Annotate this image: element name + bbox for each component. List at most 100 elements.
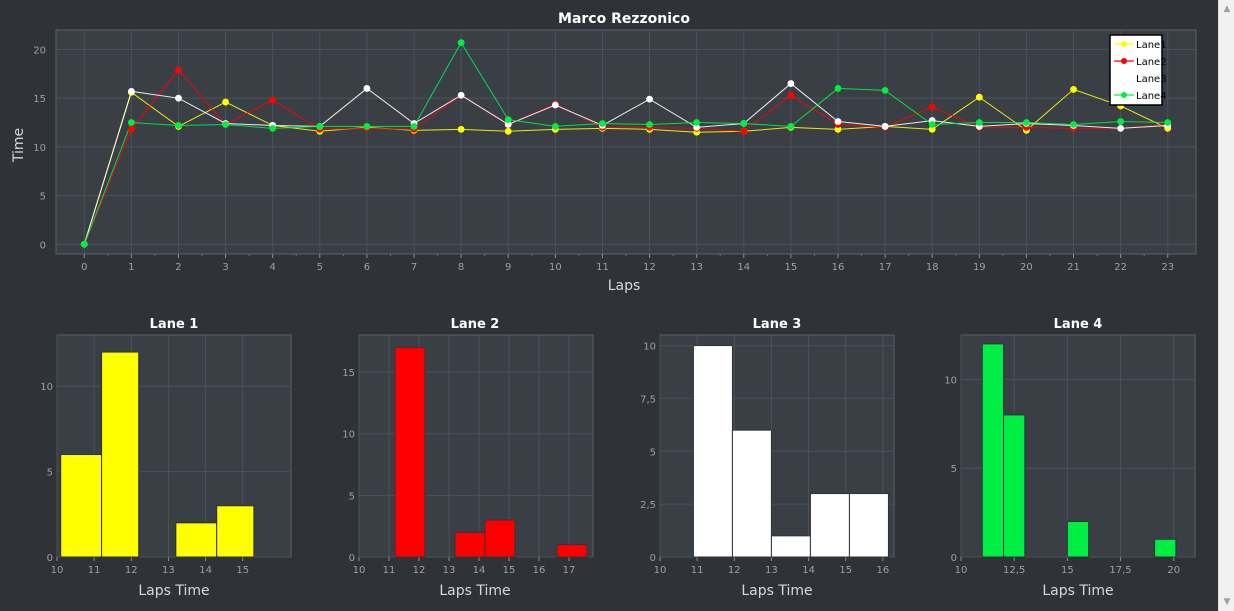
legend-swatch-marker xyxy=(1121,41,1127,47)
lane1-x-tick-label: 15 xyxy=(236,565,249,576)
data-point-lane4 xyxy=(316,123,324,130)
data-point-lane4 xyxy=(80,240,88,248)
lane3-y-tick-label: 10 xyxy=(643,342,656,353)
data-point-lane4 xyxy=(928,121,936,128)
data-point-lane4 xyxy=(1023,119,1030,126)
data-point-lane4 xyxy=(410,123,418,130)
data-point-lane4 xyxy=(175,122,182,129)
lane1-histogram-bar xyxy=(60,454,103,558)
main-y-tick-label: 0 xyxy=(40,240,46,251)
lane3-x-tick-label: 15 xyxy=(839,565,852,576)
lane3-x-tick-label: 11 xyxy=(691,565,704,576)
data-point-lane4 xyxy=(457,39,465,47)
lane4-y-tick-label: 5 xyxy=(951,464,957,475)
lane3-x-tick-label: 14 xyxy=(802,565,815,576)
data-point-lane4 xyxy=(740,120,748,127)
lane4-x-tick-label: 12,5 xyxy=(1003,565,1025,576)
series-line-lane1 xyxy=(83,88,1168,245)
data-point-lane2 xyxy=(928,103,936,111)
lane2-x-tick-label: 10 xyxy=(353,565,366,576)
lane3-x-tick-label: 16 xyxy=(876,565,889,576)
main-x-tick-label: 22 xyxy=(1114,262,1127,273)
lane4-chart-title: Lane 4 xyxy=(1054,317,1103,332)
legend-entry-label: Lane1 xyxy=(1136,40,1167,51)
data-point-lane3 xyxy=(363,85,371,92)
data-point-lane4 xyxy=(834,85,842,92)
data-point-lane3 xyxy=(127,87,135,95)
lane1-x-tick-label: 13 xyxy=(162,565,175,576)
main-chart-title: Marco Rezzonico xyxy=(558,11,690,27)
data-point-lane3 xyxy=(834,118,842,125)
lane2-histogram-bar xyxy=(484,519,516,558)
lane2-x-axis-label: Laps Time xyxy=(439,583,510,599)
lane3-histogram-bar xyxy=(770,535,811,558)
main-x-tick-label: 1 xyxy=(128,262,134,273)
lane3-y-tick-label: 7,5 xyxy=(640,394,656,405)
lane1-x-axis-label: Laps Time xyxy=(138,583,209,599)
lane3-y-tick-label: 5 xyxy=(650,447,656,458)
main-x-tick-label: 14 xyxy=(737,262,750,273)
main-x-tick-label: 7 xyxy=(411,262,417,273)
main-y-tick-label: 20 xyxy=(33,45,46,56)
main-x-tick-label: 11 xyxy=(596,262,609,273)
data-point-lane3 xyxy=(175,94,182,102)
lane2-chart-title: Lane 2 xyxy=(451,317,500,332)
data-point-lane1 xyxy=(928,125,936,133)
lane3-y-tick-label: 2,5 xyxy=(640,500,656,511)
data-point-lane2 xyxy=(740,127,748,135)
main-x-tick-label: 20 xyxy=(1020,262,1033,273)
data-point-lane4 xyxy=(646,121,653,128)
lane3-x-tick-label: 12 xyxy=(728,565,741,576)
data-point-lane3 xyxy=(457,91,465,99)
lane1-y-tick-label: 5 xyxy=(47,468,53,479)
main-x-tick-label: 23 xyxy=(1161,262,1174,273)
legend-entry-label: Lane3 xyxy=(1136,74,1167,85)
main-x-tick-label: 10 xyxy=(549,262,562,273)
data-point-lane3 xyxy=(551,101,559,109)
data-point-lane4 xyxy=(599,120,606,127)
data-point-lane4 xyxy=(693,119,701,126)
data-point-lane3 xyxy=(787,80,795,87)
data-point-lane4 xyxy=(787,123,795,130)
data-point-lane1 xyxy=(834,125,842,133)
main-x-tick-label: 5 xyxy=(317,262,323,273)
main-y-tick-label: 10 xyxy=(33,143,46,154)
data-point-lane3 xyxy=(504,121,512,128)
lane3-histogram-bar xyxy=(731,429,772,558)
lane4-histogram-bar xyxy=(1003,414,1026,558)
data-point-lane4 xyxy=(975,119,983,126)
lane4-histogram-bar xyxy=(1154,538,1177,558)
lane2-histogram-bar xyxy=(454,531,486,558)
vertical-scrollbar[interactable]: ▲ ▼ xyxy=(1218,0,1234,611)
lane2-plot-area xyxy=(358,334,594,558)
lane3-chart-title: Lane 3 xyxy=(753,317,802,332)
data-point-lane4 xyxy=(1117,118,1125,125)
data-point-lane4 xyxy=(1070,121,1077,128)
lane4-x-tick-label: 10 xyxy=(955,565,968,576)
lane2-y-tick-label: 10 xyxy=(342,430,355,441)
scroll-up-icon[interactable]: ▲ xyxy=(1223,4,1231,14)
series-line-lane3 xyxy=(83,82,1168,245)
data-point-lane1 xyxy=(222,98,229,106)
main-x-tick-label: 13 xyxy=(690,262,703,273)
lane4-histogram-bar xyxy=(981,343,1005,558)
data-point-lane4 xyxy=(127,119,135,126)
scroll-down-icon[interactable]: ▼ xyxy=(1223,597,1231,607)
main-x-tick-label: 6 xyxy=(364,262,370,273)
main-y-axis-label: Time xyxy=(11,128,27,163)
chart-legend xyxy=(1109,34,1163,106)
lane2-x-tick-label: 15 xyxy=(503,565,516,576)
legend-swatch-marker xyxy=(1121,92,1127,98)
lane2-x-tick-label: 16 xyxy=(533,565,546,576)
lane1-y-tick-label: 0 xyxy=(47,553,53,564)
lane1-histogram-bar xyxy=(216,505,255,558)
lane1-x-tick-label: 12 xyxy=(125,565,138,576)
data-point-lane4 xyxy=(222,121,229,128)
lane3-histogram-bar xyxy=(848,493,889,558)
main-x-tick-label: 9 xyxy=(505,262,511,273)
data-point-lane2 xyxy=(175,66,182,74)
main-x-tick-label: 15 xyxy=(785,262,798,273)
lane1-histogram-bar xyxy=(175,522,218,558)
lane1-histogram-bar xyxy=(101,351,140,558)
